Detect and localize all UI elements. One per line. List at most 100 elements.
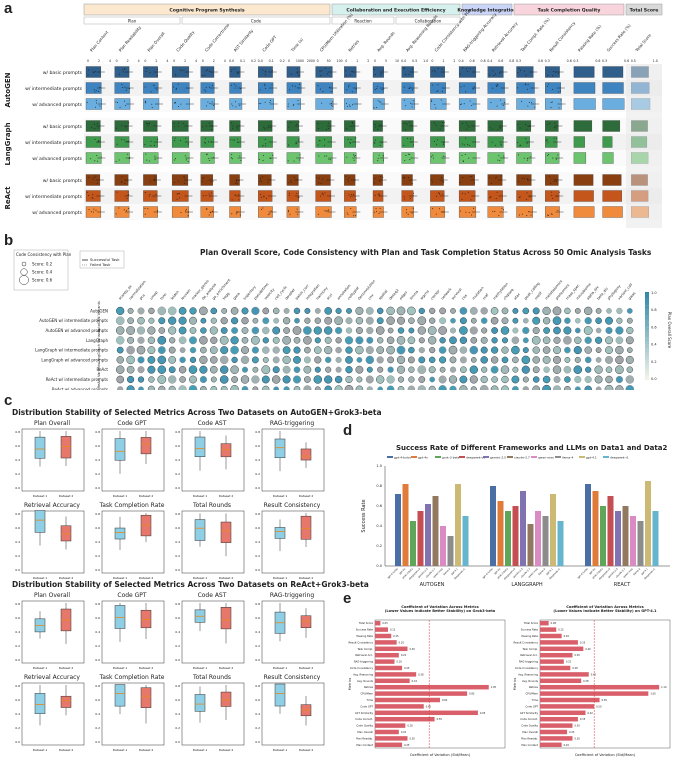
task-dot xyxy=(282,365,291,374)
y-tick: 0.6 xyxy=(175,526,180,530)
jitter-point xyxy=(407,213,409,215)
jitter-point xyxy=(526,198,528,200)
task-dot xyxy=(469,306,478,315)
jitter-point xyxy=(517,124,519,126)
jitter-point xyxy=(262,69,264,71)
task-dot xyxy=(563,365,572,374)
colorbar-segment xyxy=(645,340,649,343)
tick-label: 0.1 xyxy=(269,59,274,63)
jitter-point xyxy=(262,207,264,209)
x-tick: Dataset 2 xyxy=(299,494,314,498)
task-dot xyxy=(189,346,197,354)
jitter-point xyxy=(293,103,295,105)
task-dot xyxy=(334,326,343,335)
task-dot xyxy=(491,346,499,354)
task-dot xyxy=(397,386,405,393)
jitter-point xyxy=(461,103,463,105)
task-dot xyxy=(595,327,602,334)
jitter-point xyxy=(298,75,300,77)
jitter-point xyxy=(287,209,289,211)
jitter-point xyxy=(155,193,157,195)
task-dot xyxy=(585,366,592,373)
task-dot xyxy=(521,355,531,365)
panel-c-title-1: Distribution Stability of Selected Metri… xyxy=(12,408,382,417)
jitter-point xyxy=(494,210,496,212)
task-dot xyxy=(501,356,509,364)
box xyxy=(220,607,232,630)
row-label: w/ intermediate prompts xyxy=(25,86,82,92)
jitter-point xyxy=(382,176,384,178)
jitter-point xyxy=(492,87,494,89)
jitter-point xyxy=(235,194,237,196)
metric-label: Total Score xyxy=(634,32,653,53)
jitter-point xyxy=(525,74,527,76)
data-bar xyxy=(602,206,623,218)
legend-swatch xyxy=(507,456,513,458)
jitter-point xyxy=(353,155,355,157)
task-dot xyxy=(200,327,207,334)
jitter-point xyxy=(210,141,212,143)
subcategory-header xyxy=(181,16,331,25)
subcategory-label: Reaction xyxy=(354,18,372,23)
jitter-point xyxy=(461,143,463,145)
cv-value: 1.00 xyxy=(650,693,656,696)
task-dot xyxy=(199,306,208,316)
task-dot xyxy=(595,347,602,353)
task-dot xyxy=(272,336,280,344)
colorbar-segment xyxy=(645,375,649,378)
x-tick: Dataset 1 xyxy=(33,494,48,498)
y-tick: 0.6 xyxy=(175,444,180,448)
jitter-point xyxy=(260,103,262,105)
task-dot xyxy=(147,346,156,355)
jitter-point xyxy=(97,140,99,142)
jitter-point xyxy=(293,160,295,162)
jitter-point xyxy=(95,106,97,108)
jitter-point xyxy=(206,154,208,156)
column-label: atac xyxy=(513,292,521,300)
task-dot xyxy=(262,346,270,354)
task-dot xyxy=(418,346,425,354)
boxplot-frame xyxy=(261,510,325,574)
jitter-point xyxy=(380,124,382,126)
cv-value: 0.08 xyxy=(551,622,557,625)
metric-tick: Code GPT xyxy=(360,704,373,708)
jitter-point xyxy=(547,123,549,125)
bar xyxy=(447,536,454,566)
metric-label: Code GPT xyxy=(261,34,278,53)
x-tick: Dataset 1 xyxy=(33,576,48,580)
box xyxy=(220,691,232,707)
jitter-point xyxy=(349,141,351,143)
task-dot xyxy=(626,307,633,314)
bar xyxy=(600,506,606,566)
task-dot xyxy=(324,356,332,364)
jitter-point xyxy=(503,209,505,211)
box xyxy=(34,510,46,533)
jitter-point xyxy=(348,177,350,179)
jitter-point xyxy=(156,89,158,91)
task-dot xyxy=(303,356,311,364)
task-dot xyxy=(501,346,509,354)
jitter-point xyxy=(121,181,123,183)
cv-value: 0.50 xyxy=(596,705,602,708)
cv-value: 0.42 xyxy=(588,712,594,715)
task-dot xyxy=(605,316,613,325)
task-dot xyxy=(615,355,624,365)
task-dot xyxy=(604,384,614,394)
task-dot xyxy=(126,365,135,374)
jitter-point xyxy=(525,138,527,140)
jitter-point xyxy=(431,99,433,101)
group-label: LangGraph xyxy=(4,122,12,165)
task-dot xyxy=(418,376,426,383)
y-tick: 0.4 xyxy=(255,458,260,462)
task-dot xyxy=(449,385,457,393)
jitter-point xyxy=(231,199,233,201)
x-tick: Dataset 2 xyxy=(139,494,154,498)
cv-bar xyxy=(540,672,589,677)
task-dot xyxy=(564,376,571,383)
jitter-point xyxy=(174,102,176,104)
bar xyxy=(505,511,511,566)
boxplot-frame xyxy=(181,600,245,664)
chart-svg: gpt-4-turbo gpt-4o grok-3-beta deepseek-v3 g… xyxy=(361,456,670,588)
jitter-point xyxy=(289,89,291,91)
jitter-point xyxy=(318,177,320,179)
